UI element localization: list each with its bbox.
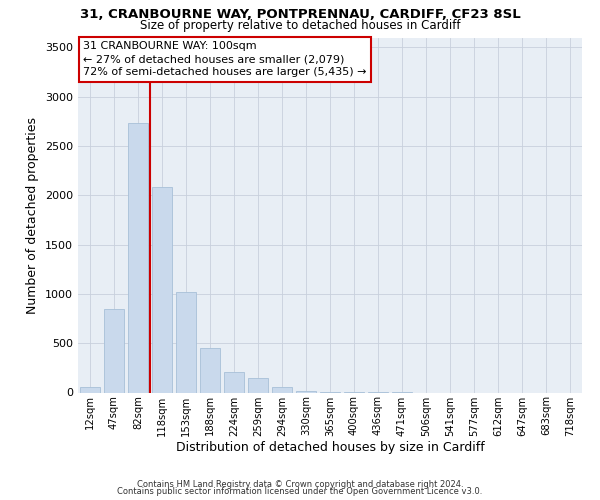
Y-axis label: Number of detached properties: Number of detached properties	[26, 116, 40, 314]
Bar	[248, 378, 268, 392]
Bar	[224, 372, 244, 392]
X-axis label: Distribution of detached houses by size in Cardiff: Distribution of detached houses by size …	[176, 441, 484, 454]
Bar	[128, 124, 148, 392]
Bar	[80, 387, 100, 392]
Text: Size of property relative to detached houses in Cardiff: Size of property relative to detached ho…	[140, 18, 460, 32]
Bar	[104, 308, 124, 392]
Bar	[200, 348, 220, 393]
Bar	[296, 390, 316, 392]
Bar	[272, 387, 292, 392]
Text: Contains public sector information licensed under the Open Government Licence v3: Contains public sector information licen…	[118, 488, 482, 496]
Bar	[152, 188, 172, 392]
Text: 31 CRANBOURNE WAY: 100sqm
← 27% of detached houses are smaller (2,079)
72% of se: 31 CRANBOURNE WAY: 100sqm ← 27% of detac…	[83, 41, 367, 78]
Text: Contains HM Land Registry data © Crown copyright and database right 2024.: Contains HM Land Registry data © Crown c…	[137, 480, 463, 489]
Bar	[176, 292, 196, 392]
Text: 31, CRANBOURNE WAY, PONTPRENNAU, CARDIFF, CF23 8SL: 31, CRANBOURNE WAY, PONTPRENNAU, CARDIFF…	[80, 8, 520, 20]
